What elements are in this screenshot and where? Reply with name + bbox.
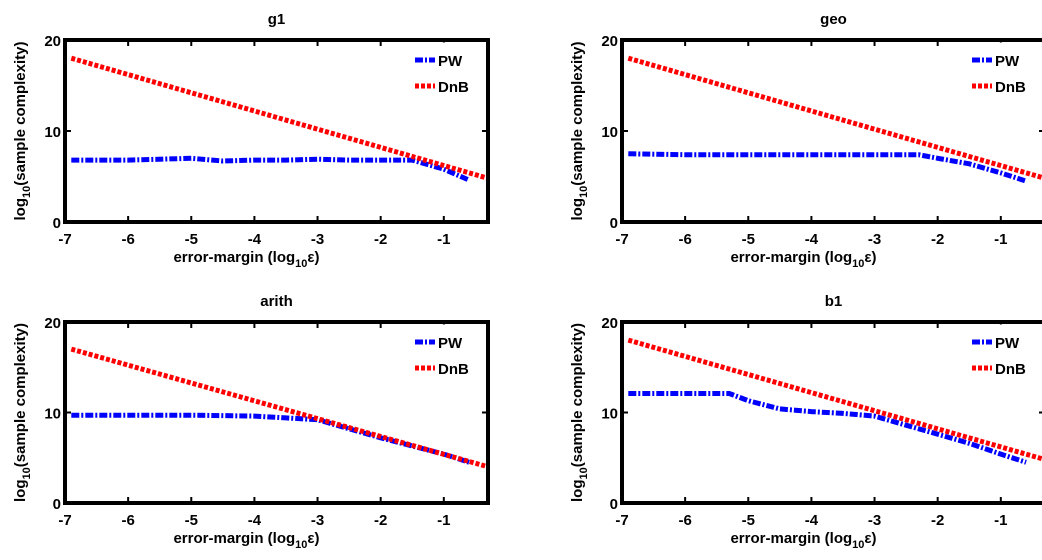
x-axis-label: error-margin (log10ε) xyxy=(730,530,876,551)
chart-title: g1 xyxy=(268,11,286,28)
x-tick-label: -5 xyxy=(742,512,755,529)
x-tick-label: -2 xyxy=(374,512,387,529)
legend: PW DnB xyxy=(969,324,1042,384)
x-tick-label: -4 xyxy=(805,231,819,248)
x-tick-label: -3 xyxy=(311,512,324,529)
x-tick-label: -3 xyxy=(868,512,881,529)
x-tick-label: -3 xyxy=(311,231,324,248)
legend-label-pw: PW xyxy=(995,335,1020,352)
series-line-dnb xyxy=(70,55,488,181)
chart-title: arith xyxy=(260,293,293,310)
series-line-pw xyxy=(71,155,471,183)
chart-panel-arith: arith -7 -6 -5 -4 -3 -2 -1 0 10 20 error-margin (lo… xyxy=(12,293,490,551)
y-tick-label: 0 xyxy=(610,215,618,232)
legend-box xyxy=(969,42,1042,102)
legend-label-pw: PW xyxy=(438,53,463,70)
x-tick-label: -7 xyxy=(58,231,71,248)
y-tick-label: 20 xyxy=(44,315,61,332)
x-tick-label: -1 xyxy=(437,231,450,248)
y-axis-label: log10(sample complexity) xyxy=(569,42,590,221)
x-tick-label: -6 xyxy=(121,512,134,529)
x-tick-label: -6 xyxy=(678,512,691,529)
legend-box xyxy=(969,324,1042,384)
x-tick-label: -6 xyxy=(121,231,134,248)
x-tick-label: -7 xyxy=(615,512,628,529)
series-line-pw xyxy=(628,151,1027,184)
series-line-pw xyxy=(628,391,1027,465)
legend: PW DnB xyxy=(969,42,1042,102)
y-tick-label: 10 xyxy=(44,124,61,141)
y-tick-label: 10 xyxy=(601,124,618,141)
legend-label-dnb: DnB xyxy=(438,361,469,378)
y-tick-label: 0 xyxy=(53,496,61,513)
series-line-dnb xyxy=(627,337,1042,462)
x-tick-label: -3 xyxy=(868,231,881,248)
x-tick-label: -1 xyxy=(994,512,1007,529)
y-tick-label: 10 xyxy=(601,406,618,423)
legend-label-pw: PW xyxy=(995,53,1020,70)
x-axis-label: error-margin (log10ε) xyxy=(173,530,319,551)
chart-panel-g1: g1 -7 -6 -5 -4 -3 -2 -1 0 10 20 error-margin (log10… xyxy=(12,11,490,270)
x-tick-label: -6 xyxy=(678,231,691,248)
y-tick-label: 10 xyxy=(44,406,61,423)
x-tick-label: -7 xyxy=(615,231,628,248)
x-tick-label: -2 xyxy=(931,231,944,248)
chart-title: geo xyxy=(820,11,847,28)
x-tick-label: -4 xyxy=(805,512,819,529)
series-line-pw xyxy=(71,412,470,465)
chart-panel-geo: geo -7 -6 -5 -4 -3 -2 -1 0 10 20 error-margin (log1… xyxy=(569,11,1042,270)
y-tick-label: 0 xyxy=(610,496,618,513)
chart-title: b1 xyxy=(825,293,843,310)
x-tick-label: -4 xyxy=(248,231,262,248)
x-tick-label: -2 xyxy=(931,512,944,529)
x-axis-label: error-margin (log10ε) xyxy=(730,249,876,270)
legend-box xyxy=(412,42,486,102)
x-tick-label: -5 xyxy=(185,231,198,248)
y-axis-label: log10(sample complexity) xyxy=(12,323,33,502)
x-tick-label: -7 xyxy=(58,512,71,529)
chart-panel-b1: b1 -7 -6 -5 -4 -3 -2 -1 0 10 20 error-margin (log10… xyxy=(569,293,1042,551)
legend: PW DnB xyxy=(412,324,486,384)
x-axis-label: error-margin (log10ε) xyxy=(173,249,319,270)
legend-label-dnb: DnB xyxy=(995,79,1026,96)
x-tick-label: -5 xyxy=(742,231,755,248)
y-tick-label: 0 xyxy=(53,215,61,232)
y-axis-label: log10(sample complexity) xyxy=(12,42,33,221)
y-axis-label: log10(sample complexity) xyxy=(569,323,590,502)
legend: PW DnB xyxy=(412,42,486,102)
series-line-dnb xyxy=(70,346,488,470)
y-tick-label: 20 xyxy=(601,33,618,50)
x-tick-label: -4 xyxy=(248,512,262,529)
legend-label-dnb: DnB xyxy=(995,361,1026,378)
y-tick-label: 20 xyxy=(44,33,61,50)
series-line-dnb xyxy=(627,55,1042,181)
x-tick-label: -2 xyxy=(374,231,387,248)
x-tick-label: -5 xyxy=(185,512,198,529)
legend-box xyxy=(412,324,486,384)
legend-label-dnb: DnB xyxy=(438,79,469,96)
legend-label-pw: PW xyxy=(438,335,463,352)
x-tick-label: -1 xyxy=(994,231,1007,248)
x-tick-label: -1 xyxy=(437,512,450,529)
y-tick-label: 20 xyxy=(601,315,618,332)
